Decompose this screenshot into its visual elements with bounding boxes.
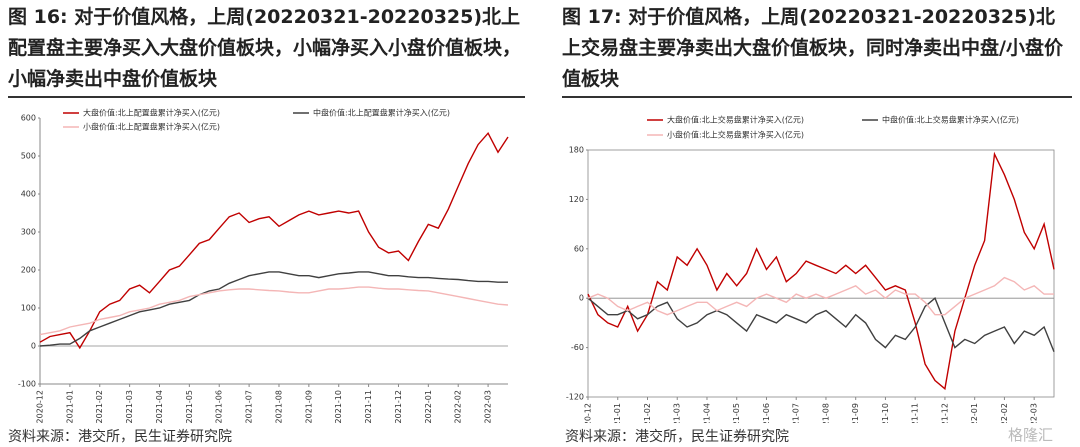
x-tick-label: 2021-09 — [304, 390, 313, 423]
y-tick-label: 300 — [21, 228, 36, 237]
x-tick-label: 2021-12 — [394, 390, 403, 423]
x-tick-label: 2021-05 — [732, 403, 741, 423]
series-line — [39, 131, 509, 350]
x-tick-label: 2021-11 — [364, 390, 373, 423]
x-tick-label: 2022-01 — [970, 403, 979, 423]
x-tick-label: 2022-02 — [1000, 403, 1009, 423]
x-tick-label: 2022-03 — [1030, 403, 1039, 423]
x-tick-label: 2021-08 — [274, 390, 283, 423]
x-tick-label: 2022-03 — [484, 390, 493, 423]
y-tick-label: 600 — [21, 114, 36, 123]
x-tick-label: 2021-06 — [215, 390, 224, 423]
source-note: 资料来源：港交所，民生证券研究院 — [8, 429, 232, 445]
y-tick-label: 120 — [569, 195, 584, 204]
x-tick-label: 2021-10 — [881, 403, 890, 423]
y-tick-label: 180 — [569, 146, 584, 155]
chart-title: 图 17: 对于价值风格，上周(20220321-20220325)北上交易盘主… — [562, 2, 1072, 98]
series-line — [39, 286, 509, 336]
series-line — [587, 276, 1054, 316]
chart: -120 -60 0 60 120 180 2020-12 2021-01 2021-02 202… — [566, 115, 1055, 423]
legend-label: 小盘价值:北上配置盘累计净买入(亿元) — [83, 122, 220, 132]
plot-frame — [587, 149, 1055, 398]
y-tick-label: 0 — [579, 294, 584, 303]
legend-label: 大盘价值:北上交易盘累计净买入(亿元) — [667, 115, 804, 125]
x-tick-label: 2021-07 — [245, 390, 254, 423]
watermark: 格隆汇 — [1008, 426, 1054, 444]
chart: -100 0 100 200 300 400 500 600 2020-12 2021-01 202… — [18, 108, 509, 423]
x-tick-label: 2021-10 — [334, 390, 343, 423]
series-line — [39, 271, 508, 347]
y-tick-label: 60 — [574, 244, 584, 253]
x-tick-label: 2021-01 — [613, 403, 622, 423]
x-tick-label: 2021-02 — [643, 403, 652, 423]
x-tick-label: 2021-01 — [65, 390, 74, 423]
x-tick-label: 2020-12 — [36, 390, 45, 423]
x-tick-label: 2021-03 — [125, 390, 134, 423]
y-tick-label: 200 — [21, 266, 36, 275]
legend-label: 中盘价值:北上交易盘累计净买入(亿元) — [882, 115, 1019, 125]
y-tick-label: -100 — [18, 380, 36, 389]
y-tick-label: -120 — [566, 393, 584, 402]
x-tick-label: 2021-09 — [851, 403, 860, 423]
x-tick-label: 2021-12 — [940, 403, 949, 423]
x-tick-label: 2021-04 — [155, 390, 164, 423]
x-tick-label: 2021-02 — [95, 390, 104, 423]
y-tick-label: 400 — [21, 190, 36, 199]
x-tick-label: 2021-03 — [673, 403, 682, 423]
x-tick-label: 2022-02 — [454, 390, 463, 423]
y-tick-label: 100 — [21, 304, 36, 313]
x-tick-label: 2021-08 — [821, 403, 830, 423]
source-note: 资料来源：港交所，民生证券研究院 — [565, 429, 789, 445]
chart-title: 图 16: 对于价值风格，上周(20220321-20220325)北上配置盘主… — [8, 2, 525, 98]
legend-label: 大盘价值:北上配置盘累计净买入(亿元) — [83, 108, 220, 118]
y-tick-label: -60 — [571, 343, 584, 352]
x-tick-label: 2021-05 — [185, 390, 194, 423]
series-line — [587, 297, 1055, 352]
x-tick-label: 2021-04 — [702, 403, 711, 423]
x-tick-label: 2020-12 — [584, 403, 593, 423]
x-tick-label: 2021-11 — [911, 403, 920, 423]
y-tick-label: 0 — [31, 342, 36, 351]
legend-label: 中盘价值:北上配置盘累计净买入(亿元) — [313, 108, 450, 118]
legend-label: 小盘价值:北上交易盘累计净买入(亿元) — [667, 130, 804, 140]
x-tick-label: 2021-06 — [762, 403, 771, 423]
x-tick-label: 2021-07 — [792, 403, 801, 423]
series-line — [587, 151, 1055, 391]
x-tick-label: 2022-01 — [424, 390, 433, 423]
y-tick-label: 500 — [21, 152, 36, 161]
